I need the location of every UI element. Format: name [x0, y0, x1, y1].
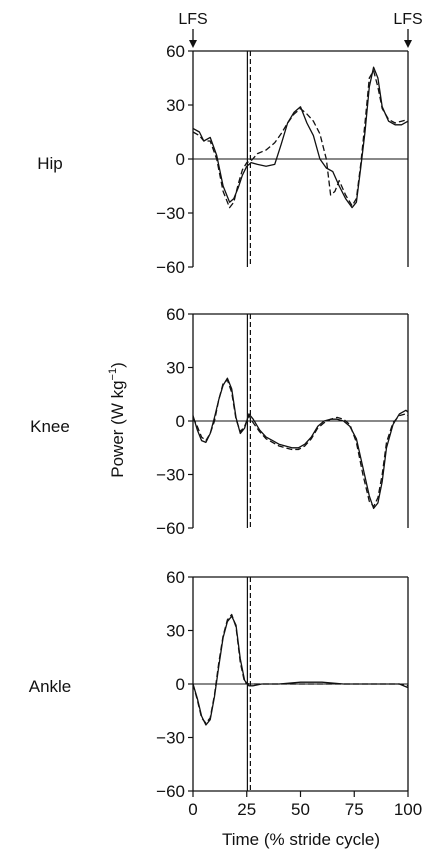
knee-series-dashed: [192, 379, 409, 508]
knee-panel: Knee 60 30 0 −30 −60: [30, 305, 409, 538]
x-tick-label: 50: [291, 800, 310, 819]
lfs-arrow-left-head: [189, 40, 197, 48]
hip-series-dashed: [192, 70, 409, 209]
lfs-label-left: LFS: [178, 11, 207, 28]
x-tick-label: 75: [345, 800, 364, 819]
knee-y-tick-label: 0: [176, 412, 185, 431]
lfs-arrow-right-head: [404, 40, 412, 48]
knee-row-label: Knee: [30, 417, 70, 436]
ankle-series-dashed: [192, 613, 409, 724]
knee-y-tick-label: −60: [156, 519, 185, 538]
x-tick-label: 25: [237, 800, 256, 819]
knee-y-tick-label: −30: [156, 466, 185, 485]
ankle-y-tick-label: −60: [156, 782, 185, 801]
hip-y-tick-label: −60: [156, 258, 185, 277]
knee-y-tick-label: 60: [166, 305, 185, 324]
x-axis-title: Time (% stride cycle): [222, 830, 380, 849]
ankle-row-label: Ankle: [29, 677, 72, 696]
hip-series-solid: [192, 66, 409, 209]
hip-y-tick-label: 0: [176, 150, 185, 169]
lfs-marker-left: LFS: [178, 11, 208, 48]
panels: Hip60300−30−60Knee60300−30−60Ankle60300−…: [29, 42, 422, 819]
lfs-marker-right: LFS: [393, 11, 423, 48]
ankle-y-tick-label: 30: [166, 622, 185, 641]
ankle-y-tick-label: −30: [156, 729, 185, 748]
x-tick-label: 0: [188, 800, 197, 819]
hip-y-tick-label: −30: [156, 204, 185, 223]
hip-row-label: Hip: [37, 154, 63, 173]
hip-panel: Hip 60 30 0 −30 −60: [37, 42, 409, 277]
hip-y-tick-label: 60: [166, 42, 185, 61]
y-axis-title: Power (W kg−1): [107, 362, 127, 478]
knee-series-solid: [192, 377, 409, 510]
knee-y-tick-label: 30: [166, 359, 185, 378]
ankle-y-tick-label: 0: [176, 675, 185, 694]
x-tick-label: 100: [394, 800, 422, 819]
hip-y-tick-label: 30: [166, 96, 185, 115]
ankle-series-solid: [192, 615, 409, 726]
lfs-label-right: LFS: [393, 11, 422, 28]
ankle-y-tick-label: 60: [166, 568, 185, 587]
